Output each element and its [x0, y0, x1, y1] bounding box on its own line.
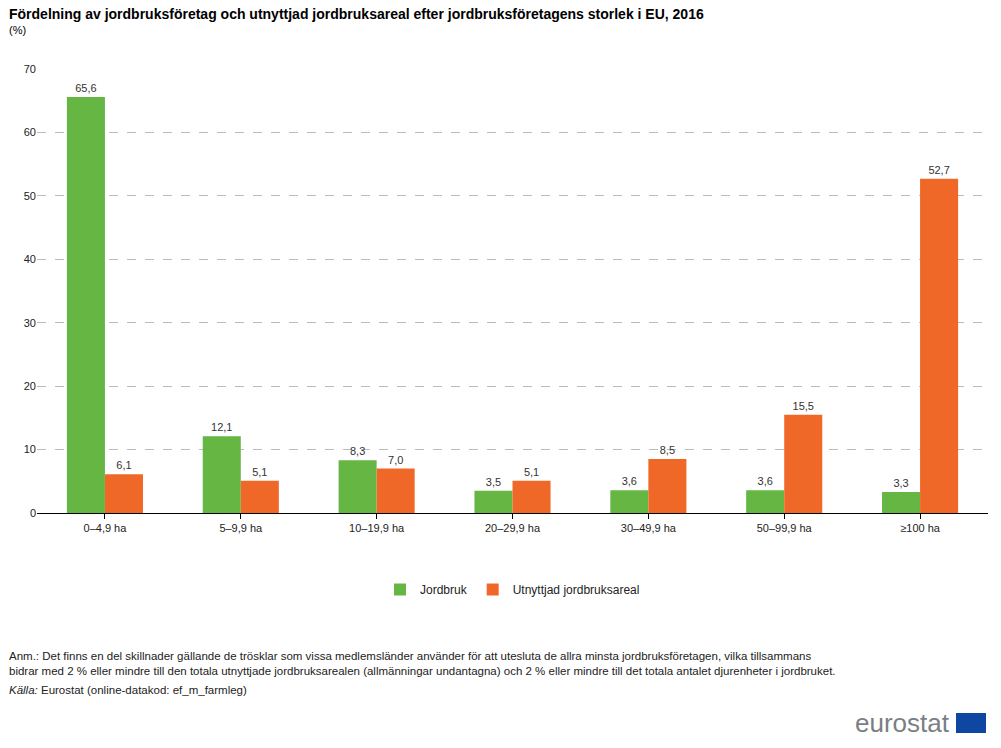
svg-text:3,3: 3,3: [893, 477, 908, 489]
svg-text:50–99,9 ha: 50–99,9 ha: [757, 522, 813, 534]
svg-text:60: 60: [24, 126, 36, 138]
svg-text:Jordbruk: Jordbruk: [420, 583, 468, 597]
svg-text:10–19,9 ha: 10–19,9 ha: [349, 522, 405, 534]
svg-text:5–9,9 ha: 5–9,9 ha: [219, 522, 263, 534]
svg-text:65,6: 65,6: [75, 82, 96, 94]
svg-text:15,5: 15,5: [793, 400, 814, 412]
svg-text:5,1: 5,1: [524, 466, 539, 478]
svg-text:8,5: 8,5: [660, 444, 675, 456]
svg-text:52,7: 52,7: [928, 164, 949, 176]
svg-text:0–4,9 ha: 0–4,9 ha: [84, 522, 128, 534]
svg-text:3,6: 3,6: [622, 475, 637, 487]
svg-text:50: 50: [24, 190, 36, 202]
svg-text:20–29,9 ha: 20–29,9 ha: [485, 522, 541, 534]
svg-text:6,1: 6,1: [116, 459, 131, 471]
svg-text:eurostat: eurostat: [855, 708, 950, 738]
svg-text:5,1: 5,1: [252, 466, 267, 478]
svg-text:3,6: 3,6: [758, 475, 773, 487]
svg-text:3,5: 3,5: [486, 476, 501, 488]
svg-text:Fördelning av jordbruksföretag: Fördelning av jordbruksföretag och utnyt…: [9, 6, 704, 22]
svg-text:40: 40: [24, 253, 36, 265]
svg-text:30: 30: [24, 317, 36, 329]
svg-text:8,3: 8,3: [350, 445, 365, 457]
svg-text:(%): (%): [9, 24, 26, 36]
svg-text:70: 70: [24, 63, 36, 75]
svg-text:≥100 ha: ≥100 ha: [900, 522, 941, 534]
svg-text:12,1: 12,1: [211, 421, 232, 433]
svg-text:10: 10: [24, 443, 36, 455]
svg-text:7,0: 7,0: [388, 454, 403, 466]
svg-text:0: 0: [30, 507, 36, 519]
svg-text:Utnyttjad jordbruksareal: Utnyttjad jordbruksareal: [513, 583, 640, 597]
svg-text:20: 20: [24, 380, 36, 392]
svg-text:Källa: Eurostat (online-datako: Källa: Eurostat (online-datakod: ef_m_fa…: [9, 684, 247, 696]
svg-text:Anm.: Det finns en del skillna: Anm.: Det finns en del skillnader gällan…: [9, 650, 836, 677]
svg-text:30–49,9 ha: 30–49,9 ha: [621, 522, 677, 534]
